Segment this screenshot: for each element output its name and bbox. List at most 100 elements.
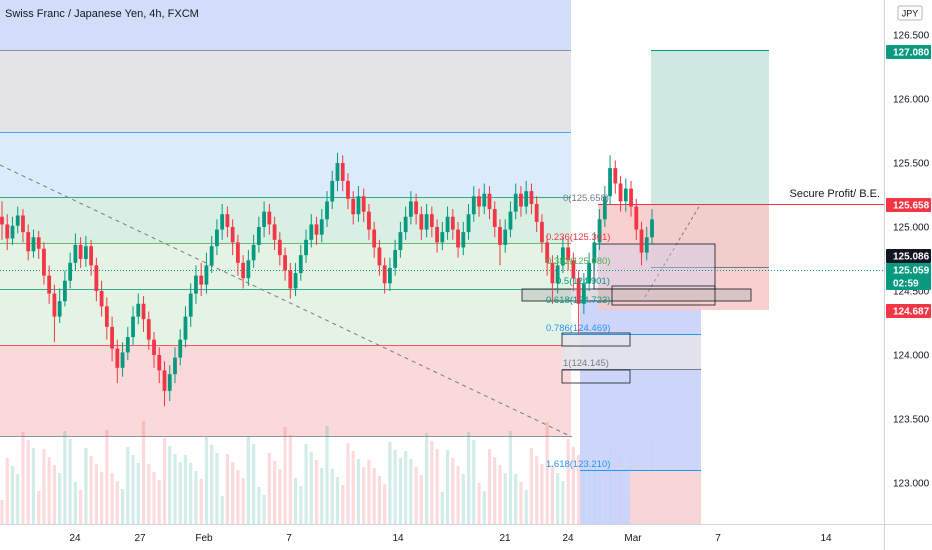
volume-bar <box>404 451 408 524</box>
candle-body <box>283 255 287 271</box>
volume-bar <box>356 459 361 524</box>
volume-bar <box>535 456 539 524</box>
candle-body <box>372 229 377 248</box>
volume-bar <box>183 455 188 524</box>
volume-bar <box>126 447 130 524</box>
currency-badge[interactable]: JPY <box>897 5 923 21</box>
candle-body <box>618 183 623 202</box>
fib-label-0: 0(125.658) <box>563 193 609 204</box>
volume-bar <box>341 485 345 524</box>
candle-body <box>540 221 544 243</box>
volume-bar <box>335 477 340 524</box>
candle-body <box>346 180 350 199</box>
candle-body <box>482 193 487 207</box>
volume-bar <box>37 491 41 524</box>
candle-body <box>120 352 125 368</box>
fib-zone-small-gray[interactable] <box>562 335 701 370</box>
volume-bar <box>430 441 434 524</box>
price-tag-background <box>886 276 931 290</box>
price-tag-label: 124.687 <box>893 307 930 318</box>
long-position-stop-zone[interactable] <box>598 205 769 310</box>
volume-bar <box>257 487 261 524</box>
volume-bar <box>283 427 287 524</box>
candle-body <box>519 193 523 207</box>
candle-body <box>576 278 581 304</box>
drawing-tools[interactable] <box>0 50 884 524</box>
consolidation-rectangle[interactable] <box>593 243 716 290</box>
price-tag-125.086: 125.086 <box>886 249 931 263</box>
volume-bar <box>398 458 402 524</box>
volume-bar <box>252 444 256 524</box>
price-tag-label: 02:59 <box>893 279 919 290</box>
volume-bar <box>278 469 282 524</box>
candle-body <box>304 239 308 256</box>
support-rectangle-2[interactable] <box>611 285 716 306</box>
volume-bar <box>220 496 224 524</box>
candle-body <box>178 339 183 358</box>
candle-body <box>566 247 571 261</box>
candle-body <box>644 237 649 253</box>
support-rectangle-3[interactable] <box>561 332 631 347</box>
candle-body <box>220 214 225 230</box>
volume-bar <box>409 459 413 524</box>
candle-body <box>110 326 114 349</box>
volume-bar <box>131 455 135 524</box>
candle-body <box>367 211 371 230</box>
candle-body <box>89 246 94 266</box>
price-tick-label: 125.000 <box>893 223 930 234</box>
support-rectangle-4[interactable] <box>561 369 631 384</box>
candle-body <box>351 198 356 215</box>
volume-bar <box>26 440 30 524</box>
volume-bar <box>63 431 67 524</box>
volume-bar <box>435 449 439 524</box>
price-axis[interactable]: 126.500 126.000 125.500 125.000 124.500 124.0… <box>893 31 930 490</box>
projection-zone-red[interactable] <box>630 470 701 524</box>
time-axis[interactable]: 24 27 Feb 7 14 21 24 Mar 7 14 <box>69 533 832 544</box>
candle-body <box>571 260 576 279</box>
candle-body <box>435 227 439 243</box>
candle-body <box>162 370 167 391</box>
fib-label-1.618: 1.618(123.210) <box>546 459 610 470</box>
candlestick-series <box>0 152 654 407</box>
candle-body <box>225 214 230 227</box>
price-tag-background <box>886 249 931 263</box>
candle-body <box>429 214 434 227</box>
fib-zone-3 <box>0 197 571 243</box>
candle-body <box>555 265 560 284</box>
volume-bar <box>204 437 209 524</box>
volume-bars <box>0 421 654 524</box>
candle-body <box>388 267 392 284</box>
price-tag-124.687: 124.687 <box>886 304 931 318</box>
volume-bar <box>377 476 382 524</box>
candle-body <box>241 262 246 279</box>
candle-body <box>408 201 413 217</box>
candle-body <box>335 163 340 181</box>
volume-bar <box>178 462 182 524</box>
candle-body <box>173 357 177 375</box>
volume-bar <box>94 464 98 524</box>
candle-body <box>235 242 240 263</box>
candle-body <box>309 224 314 240</box>
volume-bar <box>89 456 93 524</box>
candle-body <box>424 214 429 230</box>
secure-profit-annotation[interactable]: Secure Profit/ B.E. <box>790 188 880 200</box>
price-tag-label: 125.658 <box>893 201 930 212</box>
price-tick-label: 126.500 <box>893 31 930 42</box>
volume-bar <box>52 465 57 524</box>
volume-bar <box>84 448 88 524</box>
candle-body <box>597 219 602 243</box>
candle-body <box>524 191 529 207</box>
volume-bar <box>451 458 455 524</box>
volume-bar <box>472 440 476 524</box>
candle-body <box>183 316 188 340</box>
trend-line-dashed[interactable] <box>0 164 573 438</box>
volume-bar <box>267 453 271 524</box>
price-tick-label: 123.500 <box>893 415 930 426</box>
volume-bar <box>498 465 502 524</box>
candle-body <box>47 275 52 294</box>
volume-bar <box>162 438 167 524</box>
volume-bar <box>393 450 397 524</box>
candle-body <box>0 216 4 225</box>
volume-bar <box>79 490 83 524</box>
